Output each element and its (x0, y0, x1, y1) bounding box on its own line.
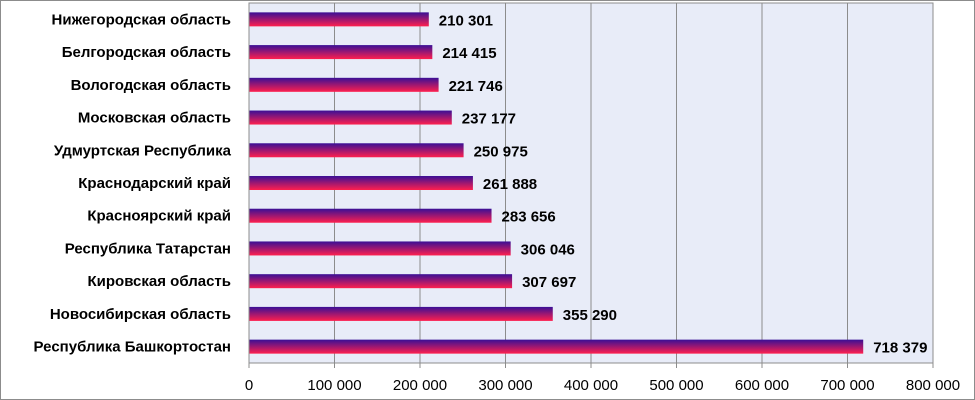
category-label: Московская область (78, 110, 231, 127)
bar (249, 208, 492, 223)
x-tick-label: 500 000 (649, 377, 703, 394)
x-tick-label: 100 000 (307, 377, 361, 394)
bar (249, 12, 429, 27)
data-label: 250 975 (474, 143, 528, 160)
bar (249, 339, 864, 354)
gridlines (334, 3, 934, 363)
category-label: Краснодарский край (78, 175, 231, 192)
bar (249, 77, 439, 92)
category-label: Красноярский край (87, 208, 231, 225)
category-label: Республика Башкортостан (34, 339, 231, 356)
x-tick-label: 200 000 (393, 377, 447, 394)
data-label: 355 290 (563, 307, 617, 324)
data-label: 214 415 (442, 45, 496, 62)
data-label: 210 301 (439, 12, 493, 29)
x-tick-label: 800 000 (906, 377, 960, 394)
bar (249, 176, 473, 190)
bar (249, 110, 452, 125)
x-axis-tick-labels: 0 100 000 200 000 300 000 400 000 500 000 600 … (245, 363, 960, 394)
category-label: Республика Татарстан (65, 240, 231, 257)
x-tick-label: 400 000 (564, 377, 618, 394)
bars (249, 12, 864, 354)
category-labels: Нижегородская область Белгородская област… (34, 11, 232, 355)
x-tick-label: 300 000 (478, 377, 532, 394)
data-label: 221 746 (449, 78, 503, 95)
bar (249, 45, 433, 60)
data-label: 718 379 (873, 340, 927, 357)
category-label: Удмуртская Республика (54, 142, 232, 159)
category-label: Нижегородская область (52, 11, 231, 28)
data-label: 306 046 (521, 241, 575, 258)
x-tick-label: 700 000 (820, 377, 874, 394)
bar (249, 306, 553, 321)
x-tick-label: 0 (245, 377, 253, 394)
data-label: 307 697 (522, 274, 576, 291)
category-label: Кировская область (88, 273, 232, 290)
data-label: 237 177 (462, 111, 516, 128)
data-label: 261 888 (483, 176, 537, 193)
data-label: 283 656 (502, 209, 556, 226)
category-label: Вологодская область (71, 77, 231, 94)
bar (249, 143, 464, 158)
value-labels: 210 301 214 415 221 746 237 177 250 975 261 8… (439, 12, 928, 356)
bar (249, 274, 513, 289)
category-label: Новосибирская область (50, 306, 231, 323)
x-tick-label: 600 000 (735, 377, 789, 394)
category-label: Белгородская область (62, 44, 231, 61)
bar (249, 241, 511, 256)
